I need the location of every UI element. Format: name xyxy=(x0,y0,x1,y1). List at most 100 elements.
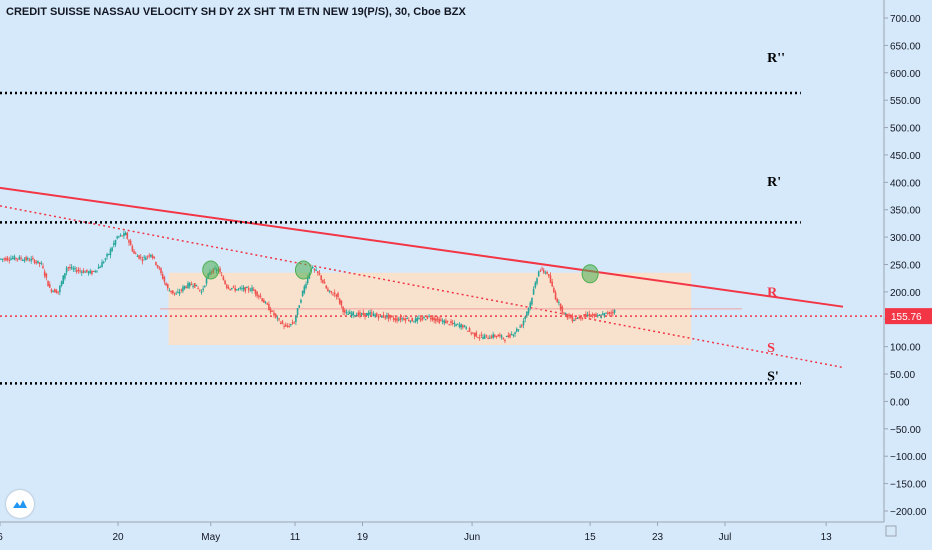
candle-body xyxy=(443,320,446,324)
touch-marker-1[interactable] xyxy=(202,260,220,280)
candle-body xyxy=(276,317,279,319)
candle-body xyxy=(182,286,184,292)
candle-body xyxy=(421,317,424,320)
candle-body xyxy=(558,302,560,304)
candle-body xyxy=(232,286,235,288)
candle-body xyxy=(414,318,417,322)
candle-body xyxy=(242,287,245,290)
candle-body xyxy=(394,318,397,321)
candle-body xyxy=(578,317,580,319)
candle-body xyxy=(593,313,596,317)
candle-body xyxy=(271,310,274,312)
tradingview-logo[interactable] xyxy=(6,490,34,518)
candle-body xyxy=(60,281,63,287)
candle-body xyxy=(360,313,363,315)
x-axis-panel[interactable] xyxy=(0,522,932,550)
candle-body xyxy=(74,267,76,270)
candle-body xyxy=(317,271,319,274)
candle-body xyxy=(408,320,410,322)
candle-body xyxy=(478,337,481,339)
candle-body xyxy=(239,287,242,289)
candle-body xyxy=(192,285,194,287)
candle-body xyxy=(118,236,120,238)
candle-body xyxy=(52,290,54,292)
candle-body xyxy=(138,255,140,259)
candle-body xyxy=(519,326,521,328)
level-label[interactable]: R' xyxy=(767,175,781,190)
candle-body xyxy=(492,334,494,338)
candle-body xyxy=(79,270,81,272)
candle-body xyxy=(10,258,12,261)
candle-body xyxy=(522,320,525,325)
candle-body xyxy=(438,319,441,323)
candle-body xyxy=(485,334,488,336)
candle-body xyxy=(571,316,574,322)
candle-body xyxy=(431,316,434,321)
level-label[interactable]: R xyxy=(767,285,778,300)
settings-icon[interactable] xyxy=(885,525,897,537)
candle-body xyxy=(402,318,405,320)
touch-marker-2[interactable] xyxy=(294,260,312,280)
x-tick-label: 15 xyxy=(585,532,597,543)
candle-body xyxy=(605,312,607,314)
candle-body xyxy=(335,294,338,297)
candle-body xyxy=(145,257,147,261)
candle-body xyxy=(251,287,253,291)
candle-body xyxy=(601,313,604,315)
candle-body xyxy=(337,292,339,298)
x-tick-label: 13 xyxy=(821,532,833,543)
candle-body xyxy=(372,313,375,317)
x-tick-label: May xyxy=(201,532,220,543)
candle-body xyxy=(435,318,437,322)
candle-body xyxy=(219,268,221,273)
candle-body xyxy=(342,306,344,313)
candle-body xyxy=(166,284,169,289)
candle-body xyxy=(504,340,506,342)
candle-body xyxy=(32,258,34,260)
candle-body xyxy=(222,276,225,281)
y-axis-panel[interactable] xyxy=(884,0,932,550)
candle-body xyxy=(515,328,518,332)
candle-body xyxy=(473,332,476,337)
candle-body xyxy=(482,336,484,339)
candle-body xyxy=(544,272,547,274)
candle-body xyxy=(281,320,284,324)
level-label[interactable]: S' xyxy=(767,370,779,385)
candle-body xyxy=(77,269,80,272)
candle-body xyxy=(333,292,336,295)
resistance-trendline[interactable] xyxy=(0,186,844,308)
candle-body xyxy=(193,282,196,288)
candle-body xyxy=(537,271,540,277)
candle-body xyxy=(139,257,142,259)
level-label[interactable]: R'' xyxy=(767,51,785,66)
candle-body xyxy=(293,322,296,324)
candle-body xyxy=(306,276,309,284)
candle-body xyxy=(43,271,46,276)
x-tick-label: 11 xyxy=(290,532,301,543)
candle-body xyxy=(23,259,26,261)
candle-body xyxy=(576,317,579,320)
y-tick-label: 100.00 xyxy=(890,343,921,354)
candle-body xyxy=(386,315,388,318)
candle-body xyxy=(20,257,22,260)
candle-body xyxy=(227,287,230,289)
touch-marker-3[interactable] xyxy=(581,264,599,284)
candle-body xyxy=(104,258,107,260)
candle-body xyxy=(553,288,555,293)
candle-body xyxy=(92,270,95,272)
candle-body xyxy=(62,275,65,284)
candle-body xyxy=(8,259,11,261)
last-price-badge[interactable] xyxy=(885,308,932,325)
candle-body xyxy=(364,313,366,317)
candle-body xyxy=(172,290,174,294)
y-tick-label: 400.00 xyxy=(890,178,921,189)
candle-body xyxy=(42,266,44,269)
candle-body xyxy=(126,232,129,239)
support-trendline[interactable] xyxy=(0,205,844,369)
candle-body xyxy=(198,289,201,291)
level-label[interactable]: S xyxy=(767,341,775,356)
candle-body xyxy=(247,287,250,291)
candle-body xyxy=(18,256,21,260)
